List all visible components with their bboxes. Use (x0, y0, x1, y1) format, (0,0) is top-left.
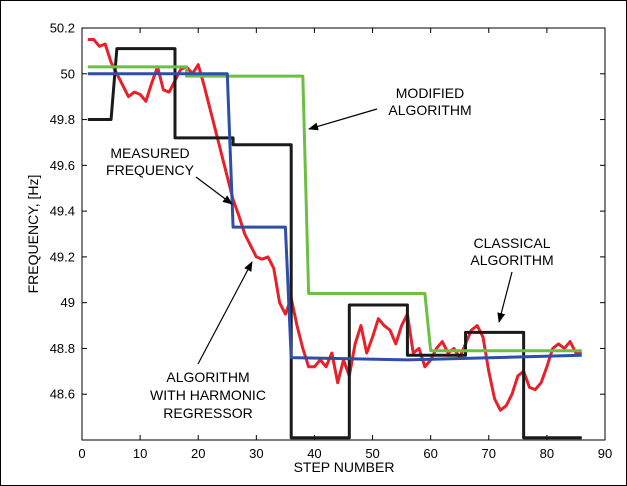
classical-annotation-label: ALGORITHM (470, 252, 553, 268)
x-tick-label: 70 (482, 446, 496, 461)
y-tick-label: 49.2 (50, 249, 75, 264)
measured-annotation-label: ALGORITHM (166, 369, 249, 385)
measured-annotation-label: REGRESSOR (163, 405, 252, 421)
y-axis-label: FREQUENCY, [Hz] (25, 175, 41, 294)
x-tick-label: 60 (423, 446, 437, 461)
y-tick-label: 49.8 (50, 112, 75, 127)
x-tick-label: 10 (133, 446, 147, 461)
x-tick-label: 90 (598, 446, 612, 461)
modified-annotation-label: ALGORITHM (388, 102, 471, 118)
modified-annotation-label: MODIFIED (396, 85, 464, 101)
measured-annotation-label: WITH HARMONIC (150, 387, 266, 403)
x-tick-label: 20 (191, 446, 205, 461)
x-tick-label: 80 (540, 446, 554, 461)
y-tick-label: 49.6 (50, 158, 75, 173)
x-tick-label: 0 (78, 446, 85, 461)
harmonic-annotation-label: FREQUENCY (106, 162, 195, 178)
x-axis-label: STEP NUMBER (294, 459, 395, 475)
y-tick-label: 50 (61, 66, 75, 81)
harmonic-annotation-label: MEASURED (110, 145, 189, 161)
y-tick-label: 48.6 (50, 387, 75, 402)
y-tick-label: 49.4 (50, 204, 75, 219)
classical-annotation-label: CLASSICAL (473, 235, 550, 251)
y-tick-label: 48.8 (50, 341, 75, 356)
x-tick-label: 30 (249, 446, 263, 461)
y-tick-label: 49 (61, 295, 75, 310)
y-tick-label: 50.2 (50, 21, 75, 36)
